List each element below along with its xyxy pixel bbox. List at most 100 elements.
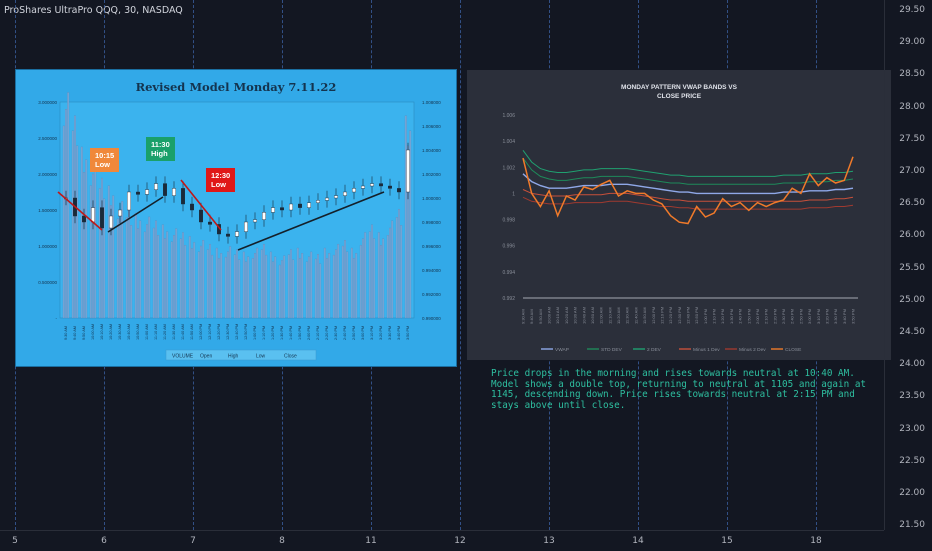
time-label: 1:30 PM [280,326,284,340]
volume-bar [80,146,83,319]
candle-body [207,221,212,225]
volume-bar [197,251,200,319]
volume-bar [242,251,245,319]
vwap-y-tick: 0.996 [502,244,515,250]
down-trend-arrow [57,191,103,231]
volume-bar [299,258,301,319]
volume-bar [182,232,184,319]
time-label: 9:30 AM [64,326,68,340]
volume-bar [263,243,265,319]
legend-label: Close [284,354,297,360]
vwap-x-tick: 1:20 PM [720,309,725,324]
volume-bar [335,249,337,319]
time-tick-label: 12 [454,536,466,546]
volume-bar [173,235,175,319]
series-line-std-dev [522,157,854,185]
price-ratio-axis-label: 0.998000 [422,220,441,225]
time-label: 12:20 PM [217,324,221,340]
candle-body [234,231,239,237]
time-tick-label: 7 [190,536,196,546]
volume-bar [341,245,344,319]
annotation-box-1015-low: 10:15 Low [90,148,120,172]
vwap-x-tick: 2:20 PM [772,309,777,324]
candle-body [135,191,140,195]
vwap-x-tick: 2:50 PM [798,309,803,324]
legend-label: Low [256,354,266,360]
price-tick-label: 28.50 [899,69,925,80]
volume-bar [371,224,373,319]
legend-label: Minus 2 Dev [739,347,766,353]
time-axis[interactable]: 5 6 7 8 11 12 13 14 15 18 [0,530,884,551]
volume-bar [139,220,142,319]
candle-body [325,197,330,201]
symbol-title: ProShares UltraPro QQQ, 30, NASDAQ [4,5,183,16]
volume-bar [260,249,263,319]
price-tick-label: 26.00 [899,230,925,241]
volume-bar [227,251,229,319]
price-tick-label: 22.00 [899,488,925,498]
vwap-bands-chart: 1.006 1.004 1.002 1 0.998 0.996 0.994 0.992 9:30… [502,113,858,353]
volume-axis-label: - [56,316,58,321]
volume-bar [179,238,182,319]
series-line-minus-2-dev [522,196,854,210]
vwap-x-tick: 1:30 PM [729,309,734,324]
volume-bar [103,198,106,319]
price-ratio-axis-label: 0.992000 [422,292,441,297]
volume-bar [292,259,295,319]
vwap-y-tick: 1.004 [502,139,515,145]
vwap-x-tick: 11:50 AM [642,307,647,324]
volume-bar [128,208,130,319]
volume-bar [353,258,355,319]
volume-bar [65,109,67,319]
price-ratio-axis-label: 1.008000 [422,100,441,105]
volume-bar [107,185,110,319]
candle-body [81,215,86,223]
volume-bar [164,238,166,319]
vwap-x-tick: 11:40 AM [633,307,638,324]
volume-axis-label: 1.500000 [38,208,57,213]
volume-bar [296,247,299,319]
vwap-x-tick: 3:50 PM [851,309,856,324]
time-label: 1:10 PM [262,326,266,340]
candle-body [298,203,303,208]
volume-bar [94,162,97,319]
price-tick-label: 27.00 [899,166,925,176]
time-label: 11:30 AM [172,324,176,340]
time-label: 10:10 AM [100,324,104,340]
vwap-y-tick: 1.002 [502,165,515,171]
candle-body [180,188,185,205]
time-tick-label: 15 [721,536,733,546]
volume-axis-label: 2.000000 [38,172,57,177]
time-label: 3:00 PM [361,326,365,340]
vwap-x-tick: 12:20 PM [668,307,673,324]
vwap-x-tick: 12:50 PM [694,307,699,324]
vwap-x-tick: 2:00 PM [755,309,760,324]
candle-body [162,183,167,196]
vwap-x-tick: 11:30 AM [625,307,630,324]
volume-bar [170,241,173,319]
vwap-x-tick: 10:50 AM [590,307,595,324]
time-label: 3:40 PM [397,326,401,340]
volume-bar [92,173,94,319]
vwap-x-tick: 3:30 PM [833,309,838,324]
volume-bar [382,238,385,319]
volume-bar [157,235,160,319]
vwap-x-tick: 1:10 PM [712,309,717,324]
time-tick-label: 13 [543,536,555,546]
time-label: 11:00 AM [145,324,149,340]
price-ratio-axis-label: 1.000000 [422,196,441,201]
volume-bar [166,231,169,319]
vwap-x-tick: 10:40 AM [581,307,586,324]
vwap-x-tick: 11:20 AM [616,307,621,324]
volume-bar [134,212,137,319]
main-chart-area[interactable]: ProShares UltraPro QQQ, 30, NASDAQ Revis… [0,0,891,530]
volume-bar [404,115,407,319]
volume-bar [290,249,292,319]
candle-body [198,209,203,223]
vwap-y-tick: 1 [512,191,515,197]
price-axis[interactable]: 29.50 29.00 28.50 28.00 27.50 27.00 26.50 26.00… [884,0,932,530]
volume-bar [245,261,247,319]
legend-label: VOLUME [172,354,194,360]
vwap-x-tick: 2:30 PM [781,309,786,324]
candle-body [370,183,375,187]
